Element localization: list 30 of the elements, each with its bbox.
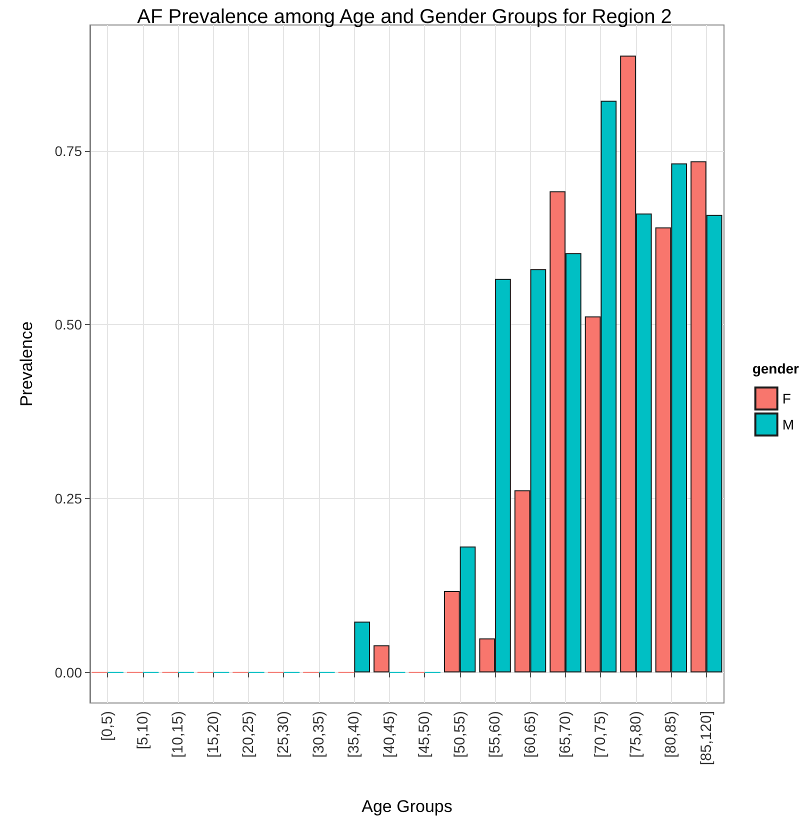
y-axis-title: Prevalence [17,321,36,407]
x-tick-label: [60,65) [522,711,539,758]
x-tick-label: [15,20) [204,711,222,758]
x-tick-label: [40,45) [380,711,398,758]
x-tick-label: [0,5) [99,710,116,742]
bar [354,622,370,672]
x-tick-label: [45,50) [416,711,434,758]
legend-label: M [782,416,794,432]
x-tick-label: [55,60) [486,711,504,758]
x-tick-label: [80,85) [662,711,680,758]
y-tick-label: 0.50 [54,316,82,333]
y-tick-label: 0.00 [54,664,82,680]
x-tick-label: [30,35) [310,711,328,758]
y-tick-label: 0.75 [54,142,82,159]
legend-title: gender [752,360,800,376]
chart-title: AF Prevalence among Age and Gender Groups for Region 2 [137,6,672,28]
x-tick-label: [25,30) [275,711,292,758]
y-tick-label: 0.25 [54,490,82,507]
x-tick-label: [35,40) [346,711,363,758]
x-tick-label: [65,70) [557,711,574,758]
x-axis-title: Age Groups [362,797,452,816]
x-tick-label: [10,15) [170,711,187,758]
bar [374,645,390,672]
x-tick-label: [5,10) [134,711,152,750]
legend-label: F [782,390,791,406]
x-tick-label: [70,75) [592,711,610,758]
x-tick-label: [20,25) [240,711,257,758]
x-tick-label: [85,120] [698,711,715,766]
x-tick-label: [75,80) [627,711,644,758]
x-tick-label: [50,55) [451,711,468,758]
